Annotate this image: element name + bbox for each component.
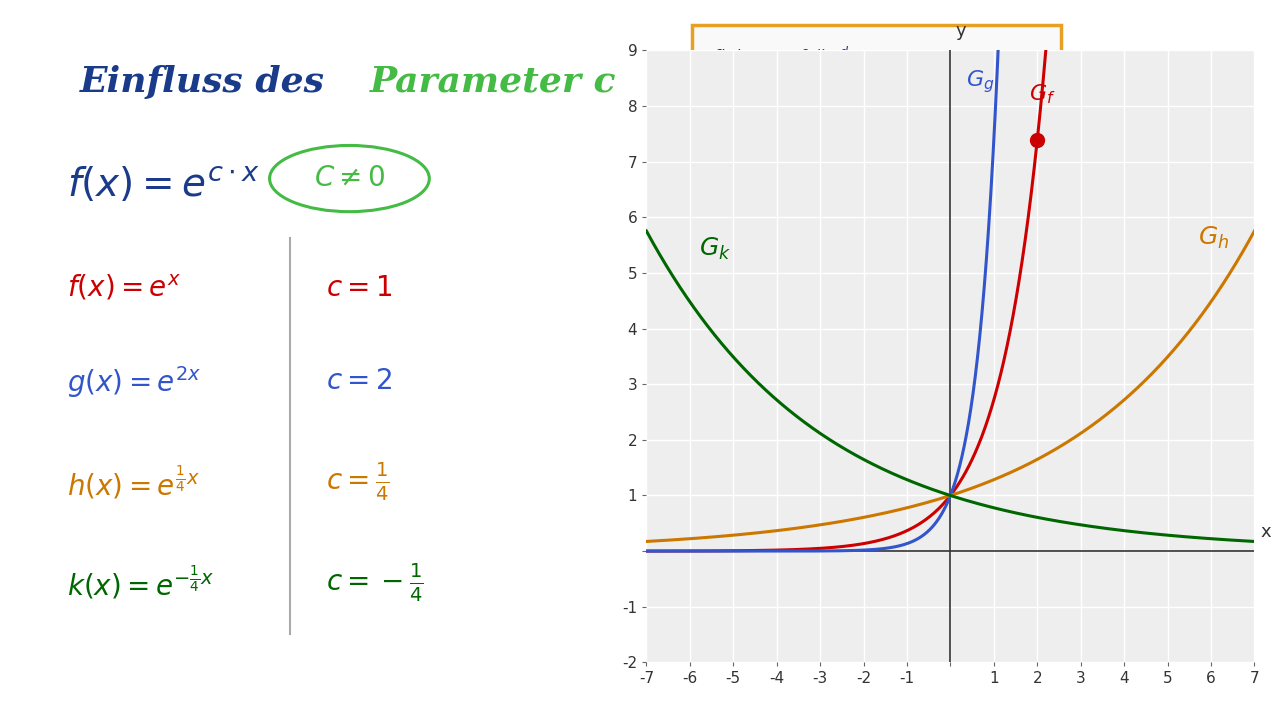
Text: $G_k$: $G_k$ [699,236,731,263]
Text: $\mathit{g}(x) = e^{2x}$: $\mathit{g}(x) = e^{2x}$ [67,364,201,400]
FancyBboxPatch shape [692,25,1061,94]
Text: $\mathit{k}(x) = e^{-\frac{1}{4}x}$: $\mathit{k}(x) = e^{-\frac{1}{4}x}$ [67,564,214,602]
Text: $G_h$: $G_h$ [1198,225,1229,251]
Text: Parameter c: Parameter c [370,65,616,99]
Text: $c = -\frac{1}{4}$: $c = -\frac{1}{4}$ [326,562,424,604]
Text: x: x [1261,523,1271,541]
Text: $C \neq 0$: $C \neq 0$ [314,165,385,192]
Text: y: y [956,22,966,40]
Text: $\mathit{f}(x) = e^x$: $\mathit{f}(x) = e^x$ [67,274,180,302]
Text: $\mathit{h}(x) = e^{\frac{1}{4}x}$: $\mathit{h}(x) = e^{\frac{1}{4}x}$ [67,464,200,501]
Text: $\mathit{f(x) = a \cdot e^{c \cdot x - d} + y_0}$: $\mathit{f(x) = a \cdot e^{c \cdot x - d… [712,45,890,71]
Text: $\mathit{f}(x) = e^{c \cdot x}$: $\mathit{f}(x) = e^{c \cdot x}$ [67,166,260,204]
Text: $G_f$: $G_f$ [1029,83,1055,106]
Text: $c = \frac{1}{4}$: $c = \frac{1}{4}$ [326,462,390,503]
Text: $G_g$: $G_g$ [965,68,995,95]
Text: Einfluss des: Einfluss des [79,65,338,99]
Text: $c = 1$: $c = 1$ [326,274,393,302]
Text: $c = 2$: $c = 2$ [326,368,393,395]
